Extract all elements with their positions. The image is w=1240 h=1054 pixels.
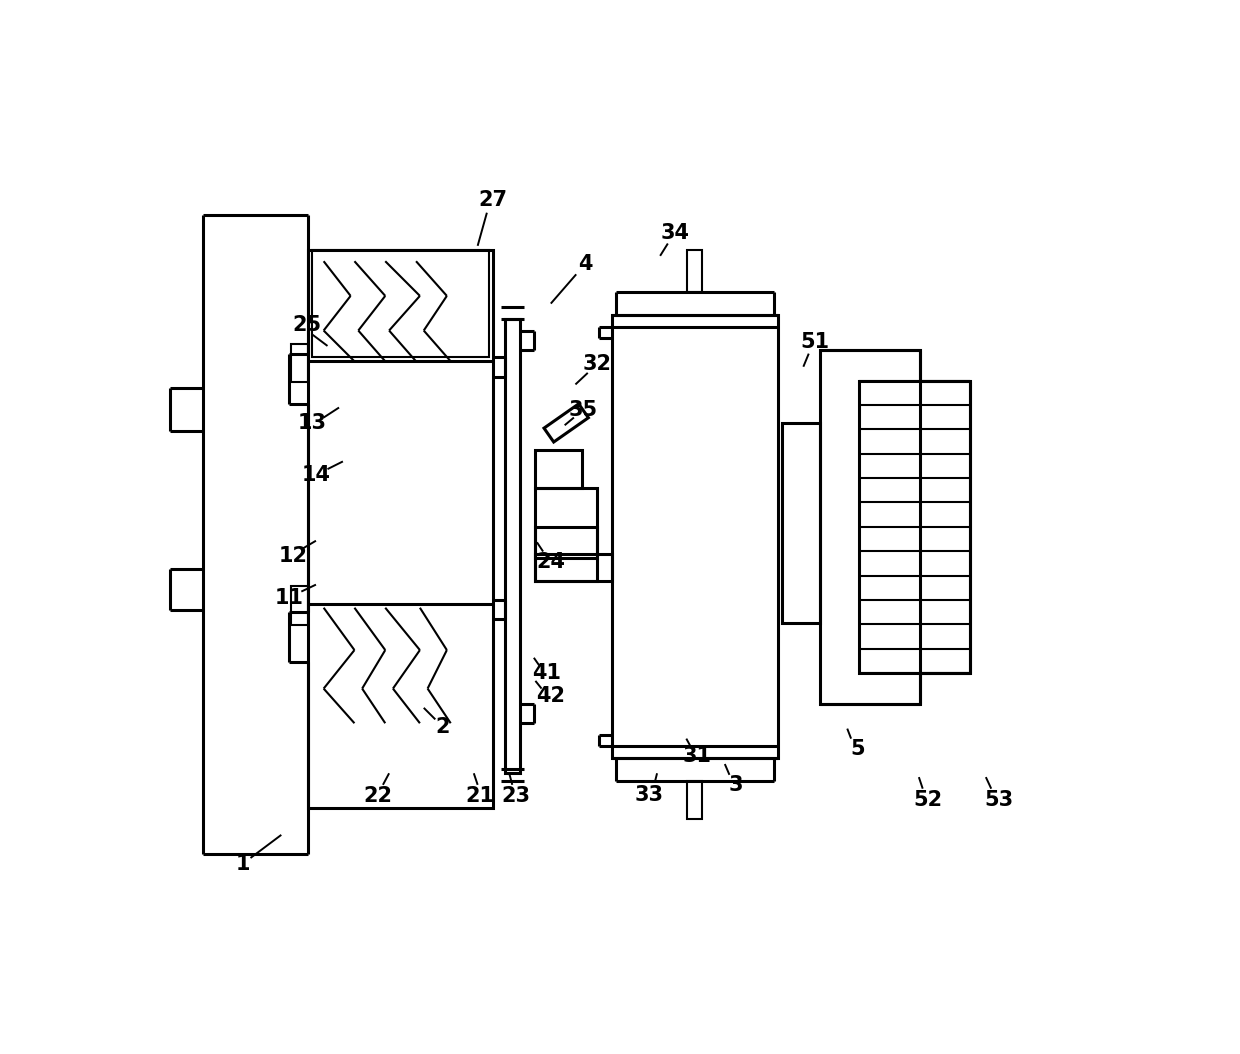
Bar bbox=[536, 527, 596, 558]
Text: 24: 24 bbox=[536, 551, 565, 571]
Text: 35: 35 bbox=[569, 399, 598, 419]
Text: 4: 4 bbox=[578, 254, 593, 274]
Text: 11: 11 bbox=[274, 588, 304, 608]
Bar bbox=[687, 250, 703, 292]
Text: 21: 21 bbox=[465, 786, 495, 806]
Text: 25: 25 bbox=[293, 315, 321, 335]
Text: 22: 22 bbox=[363, 786, 392, 806]
Text: 1: 1 bbox=[236, 854, 250, 874]
Text: 42: 42 bbox=[536, 686, 565, 706]
Text: 53: 53 bbox=[985, 790, 1013, 811]
Bar bbox=[544, 404, 589, 442]
Bar bbox=[613, 315, 777, 758]
Bar bbox=[821, 350, 920, 704]
Text: 31: 31 bbox=[682, 746, 712, 766]
Bar bbox=[687, 781, 703, 819]
Text: 23: 23 bbox=[502, 786, 531, 806]
Text: 51: 51 bbox=[800, 332, 830, 352]
Text: 14: 14 bbox=[301, 465, 330, 485]
Text: 3: 3 bbox=[728, 775, 743, 795]
Text: 27: 27 bbox=[479, 190, 507, 210]
Bar bbox=[309, 250, 494, 808]
Text: 12: 12 bbox=[278, 546, 308, 566]
Text: 2: 2 bbox=[435, 717, 450, 737]
Text: 34: 34 bbox=[661, 222, 689, 242]
Text: 33: 33 bbox=[635, 785, 663, 805]
Bar bbox=[536, 553, 613, 581]
Bar bbox=[859, 380, 971, 674]
Bar bbox=[312, 250, 490, 357]
Text: 52: 52 bbox=[914, 790, 942, 811]
Bar bbox=[781, 423, 821, 623]
Bar bbox=[291, 586, 309, 625]
Bar bbox=[536, 488, 596, 581]
Text: 41: 41 bbox=[532, 663, 562, 683]
Text: 5: 5 bbox=[849, 739, 864, 759]
Bar bbox=[505, 319, 520, 774]
Text: 13: 13 bbox=[298, 413, 326, 433]
Bar bbox=[536, 450, 582, 488]
Text: 32: 32 bbox=[583, 354, 611, 373]
Bar bbox=[291, 344, 309, 383]
